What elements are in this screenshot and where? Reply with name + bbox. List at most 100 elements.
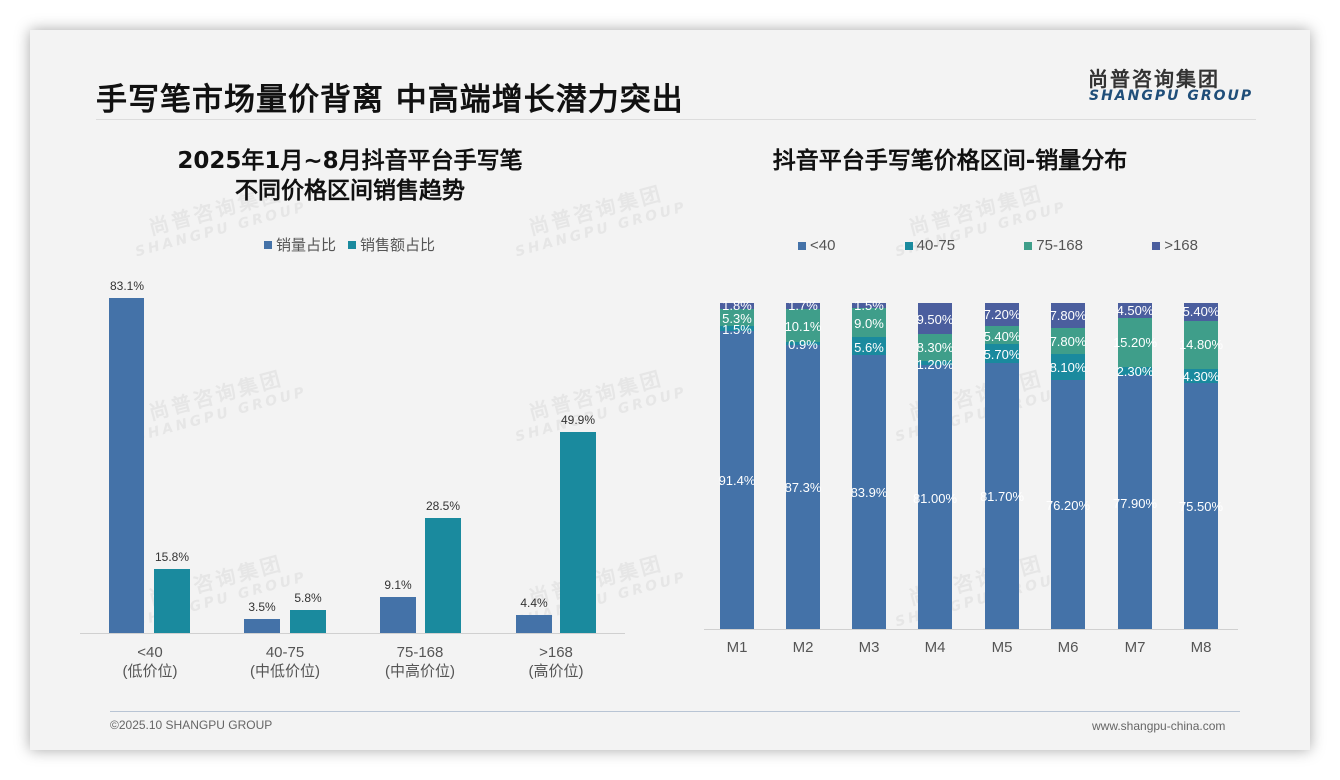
bar-volume-lt40 xyxy=(109,298,144,633)
segment-label: 10.1% xyxy=(784,319,822,334)
segment-label: 9.0% xyxy=(854,316,884,331)
title-divider xyxy=(96,119,1256,120)
segment-label: 5.40% xyxy=(1182,304,1220,319)
month-label: M4 xyxy=(924,639,946,656)
bar-label: 5.8% xyxy=(294,591,322,605)
segment-label: 5.40% xyxy=(983,329,1021,344)
segment-label: 7.20% xyxy=(983,307,1021,322)
segment-40-75 xyxy=(720,326,754,331)
left-chart-legend: 销量占比 销售额占比 xyxy=(264,234,435,255)
stacked-bar-m8: 5.40% 14.80% 4.30% 75.50% xyxy=(1179,303,1223,629)
segment-label: 2.30% xyxy=(1116,364,1154,379)
segment-label: 87.3% xyxy=(784,480,822,495)
bar-amount-gt168 xyxy=(560,432,596,633)
stacked-bar-m6: 7.80% 7.80% 8.10% 76.20% xyxy=(1046,303,1090,629)
segment-label: 81.70% xyxy=(979,489,1025,504)
segment-gt168 xyxy=(720,303,754,309)
legend-item-lt40: <40 xyxy=(798,237,835,254)
bar-volume-gt168 xyxy=(516,615,552,633)
left-chart-title: 2025年1月~8月抖音平台手写笔 不同价格区间销售趋势 xyxy=(177,148,523,204)
month-label: M6 xyxy=(1057,639,1079,656)
legend-item-amount: 销售额占比 xyxy=(348,234,435,255)
legend-item-volume: 销量占比 xyxy=(264,234,336,255)
segment-label: 4.50% xyxy=(1116,303,1154,318)
legend-item-40-75: 40-75 xyxy=(904,237,955,254)
segment-label: 1.8% xyxy=(722,298,752,313)
month-label: M8 xyxy=(1190,639,1212,656)
legend-swatch xyxy=(348,240,357,249)
stacked-bar-m5: 7.20% 5.40% 5.70% 81.70% xyxy=(980,303,1024,629)
stacked-bar-m2: 1.7% 10.1% 0.9% 87.3% xyxy=(785,298,821,629)
segment-label: 7.80% xyxy=(1049,334,1087,349)
legend-swatch xyxy=(1024,241,1033,250)
stacked-bar-m4: 9.50% 8.30% 1.20% 81.00% xyxy=(913,303,957,629)
x-axis xyxy=(80,633,625,634)
bar-label: 15.8% xyxy=(154,550,190,564)
right-chart-legend: <40 40-75 75-168 >168 xyxy=(798,237,1198,254)
segment-label: 5.3% xyxy=(722,311,752,326)
segment-label: 15.20% xyxy=(1112,335,1158,350)
bar-amount-40-75 xyxy=(290,610,326,633)
slide: 尚普咨询集团 SHANGPU GROUP 尚普咨询集团 SHANGPU GROUP … xyxy=(30,30,1310,750)
bar-label: 28.5% xyxy=(425,499,461,513)
bar-volume-75-168 xyxy=(380,597,416,633)
legend-item-gt168: >168 xyxy=(1152,237,1198,254)
legend-item-75-168: 75-168 xyxy=(1024,237,1083,254)
segment-75-168 xyxy=(720,309,754,326)
segment-label: 8.10% xyxy=(1049,360,1087,375)
segment-label: 1.5% xyxy=(722,322,752,337)
category-label: <40 (低价位) xyxy=(122,644,178,680)
x-axis xyxy=(704,629,1238,630)
category-label: 75-168 (中高价位) xyxy=(385,644,455,680)
bar-label: 3.5% xyxy=(248,600,276,614)
segment-label: 9.50% xyxy=(916,312,954,327)
segment-label: 4.30% xyxy=(1182,369,1220,384)
segment-label: 7.80% xyxy=(1049,308,1087,323)
segment-label: 0.9% xyxy=(788,337,818,352)
bar-label: 49.9% xyxy=(560,413,596,427)
bar-volume-40-75 xyxy=(244,619,280,633)
logo-cn: 尚普咨询集团 xyxy=(1088,67,1220,91)
month-label: M1 xyxy=(726,639,748,656)
month-label: M3 xyxy=(858,639,880,656)
segment-label: 5.70% xyxy=(983,347,1021,362)
logo-en: SHANGPU GROUP xyxy=(1089,88,1254,104)
legend-swatch xyxy=(904,241,913,250)
category-label: >168 (高价位) xyxy=(528,644,584,680)
legend-swatch xyxy=(798,241,806,250)
segment-label: 77.90% xyxy=(1112,496,1158,511)
month-label: M2 xyxy=(792,639,814,656)
segment-label: 1.20% xyxy=(916,357,954,372)
segment-label: 5.6% xyxy=(854,340,884,355)
stacked-bar-m3: 1.5% 9.0% 5.6% 83.9% xyxy=(851,298,887,629)
segment-label: 14.80% xyxy=(1178,337,1224,352)
footer-website: www.shangpu-china.com xyxy=(1092,719,1226,733)
page-title: 手写笔市场量价背离 中高端增长潜力突出 xyxy=(96,82,684,118)
footer-copyright: ©2025.10 SHANGPU GROUP xyxy=(110,718,273,732)
segment-label: 1.7% xyxy=(788,298,818,313)
segment-label: 83.9% xyxy=(850,485,888,500)
month-label: M5 xyxy=(991,639,1013,656)
segment-label: 75.50% xyxy=(1178,499,1224,514)
bar-amount-lt40 xyxy=(154,569,190,633)
bar-label: 4.4% xyxy=(520,596,548,610)
segment-label: 1.5% xyxy=(854,298,884,313)
segment-label: 81.00% xyxy=(912,491,958,506)
legend-swatch xyxy=(264,240,272,249)
month-label: M7 xyxy=(1124,639,1146,656)
bar-amount-75-168 xyxy=(425,518,461,633)
segment-label: 8.30% xyxy=(916,340,954,355)
segment-label: 91.4% xyxy=(718,473,756,488)
right-chart-title: 抖音平台手写笔价格区间-销量分布 xyxy=(772,148,1128,174)
segment-label: 76.20% xyxy=(1045,498,1091,513)
category-label: 40-75 (中低价位) xyxy=(250,644,320,680)
segment-lt40 xyxy=(720,331,754,629)
legend-swatch xyxy=(1152,241,1161,250)
bar-label: 83.1% xyxy=(109,279,145,293)
footer-divider xyxy=(110,711,1240,712)
stacked-bar-m7: 4.50% 15.20% 2.30% 77.90% xyxy=(1113,303,1157,629)
